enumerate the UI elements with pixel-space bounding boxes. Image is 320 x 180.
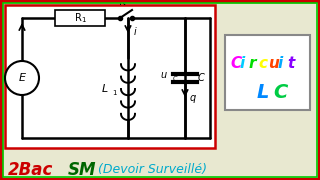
Text: u: u [268, 55, 279, 71]
Bar [225, 35, 310, 110]
Text: i: i [134, 27, 137, 37]
Text: C: C [230, 55, 241, 71]
Text: L: L [257, 84, 269, 102]
Bar [55, 10, 105, 26]
Text: E: E [19, 73, 26, 83]
Text: i: i [277, 55, 283, 71]
Text: 2Bac: 2Bac [8, 161, 53, 179]
Bar [5, 5, 215, 148]
Text: K: K [119, 0, 125, 7]
Text: 1: 1 [81, 17, 85, 23]
Text: u: u [161, 70, 167, 80]
Text: i: i [239, 55, 245, 71]
Text: t: t [287, 55, 294, 71]
Text: q: q [190, 93, 196, 103]
Text: r: r [249, 55, 257, 71]
Text: C: C [198, 73, 205, 83]
Text: c: c [259, 55, 268, 71]
Text: (Devoir Surveillé): (Devoir Surveillé) [98, 163, 207, 177]
Text: C: C [273, 84, 287, 102]
Text: SM: SM [68, 161, 97, 179]
Text: C: C [172, 76, 177, 82]
Text: R: R [75, 13, 81, 23]
Circle shape [5, 61, 39, 95]
Text: L: L [102, 84, 108, 94]
Text: 1: 1 [112, 90, 116, 96]
